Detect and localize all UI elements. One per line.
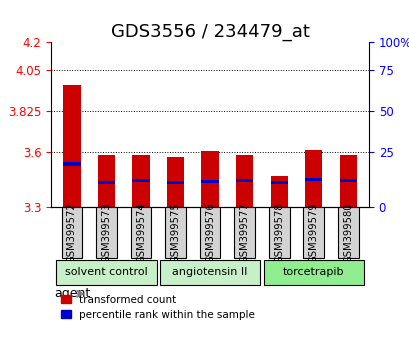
Bar xyxy=(201,179,218,183)
Bar xyxy=(236,155,253,207)
FancyBboxPatch shape xyxy=(337,207,358,258)
Bar xyxy=(270,176,287,207)
FancyBboxPatch shape xyxy=(96,207,117,258)
Title: GDS3556 / 234479_at: GDS3556 / 234479_at xyxy=(110,23,309,41)
Bar xyxy=(132,179,149,182)
Text: GSM399577: GSM399577 xyxy=(239,202,249,263)
Text: GSM399580: GSM399580 xyxy=(342,202,353,263)
FancyBboxPatch shape xyxy=(199,207,220,258)
Bar xyxy=(63,85,81,207)
FancyBboxPatch shape xyxy=(234,207,254,258)
Text: GSM399579: GSM399579 xyxy=(308,202,318,263)
FancyBboxPatch shape xyxy=(165,207,186,258)
Bar xyxy=(98,181,115,184)
Text: GSM399575: GSM399575 xyxy=(170,202,180,263)
Bar xyxy=(98,155,115,207)
Bar xyxy=(63,162,81,166)
Bar xyxy=(304,150,321,207)
Bar xyxy=(270,181,287,184)
FancyBboxPatch shape xyxy=(303,207,323,258)
Text: angiotensin II: angiotensin II xyxy=(172,267,247,277)
FancyBboxPatch shape xyxy=(130,207,151,258)
Text: solvent control: solvent control xyxy=(65,267,148,277)
Text: GSM399574: GSM399574 xyxy=(136,202,146,263)
FancyBboxPatch shape xyxy=(268,207,289,258)
FancyBboxPatch shape xyxy=(263,260,363,285)
Bar xyxy=(166,157,184,207)
Bar xyxy=(132,155,149,207)
FancyBboxPatch shape xyxy=(61,207,82,258)
Text: GSM399572: GSM399572 xyxy=(67,202,77,263)
Bar xyxy=(339,155,356,207)
Bar xyxy=(339,179,356,182)
Bar xyxy=(201,151,218,207)
Bar xyxy=(304,178,321,182)
Bar xyxy=(236,179,253,182)
FancyBboxPatch shape xyxy=(160,260,260,285)
Text: GSM399578: GSM399578 xyxy=(274,202,283,263)
Text: GSM399573: GSM399573 xyxy=(101,202,111,263)
Text: torcetrapib: torcetrapib xyxy=(282,267,344,277)
Text: agent: agent xyxy=(54,287,90,300)
Bar xyxy=(166,181,184,184)
Text: GSM399576: GSM399576 xyxy=(204,202,215,263)
FancyBboxPatch shape xyxy=(56,260,156,285)
Legend: transformed count, percentile rank within the sample: transformed count, percentile rank withi… xyxy=(56,290,259,324)
